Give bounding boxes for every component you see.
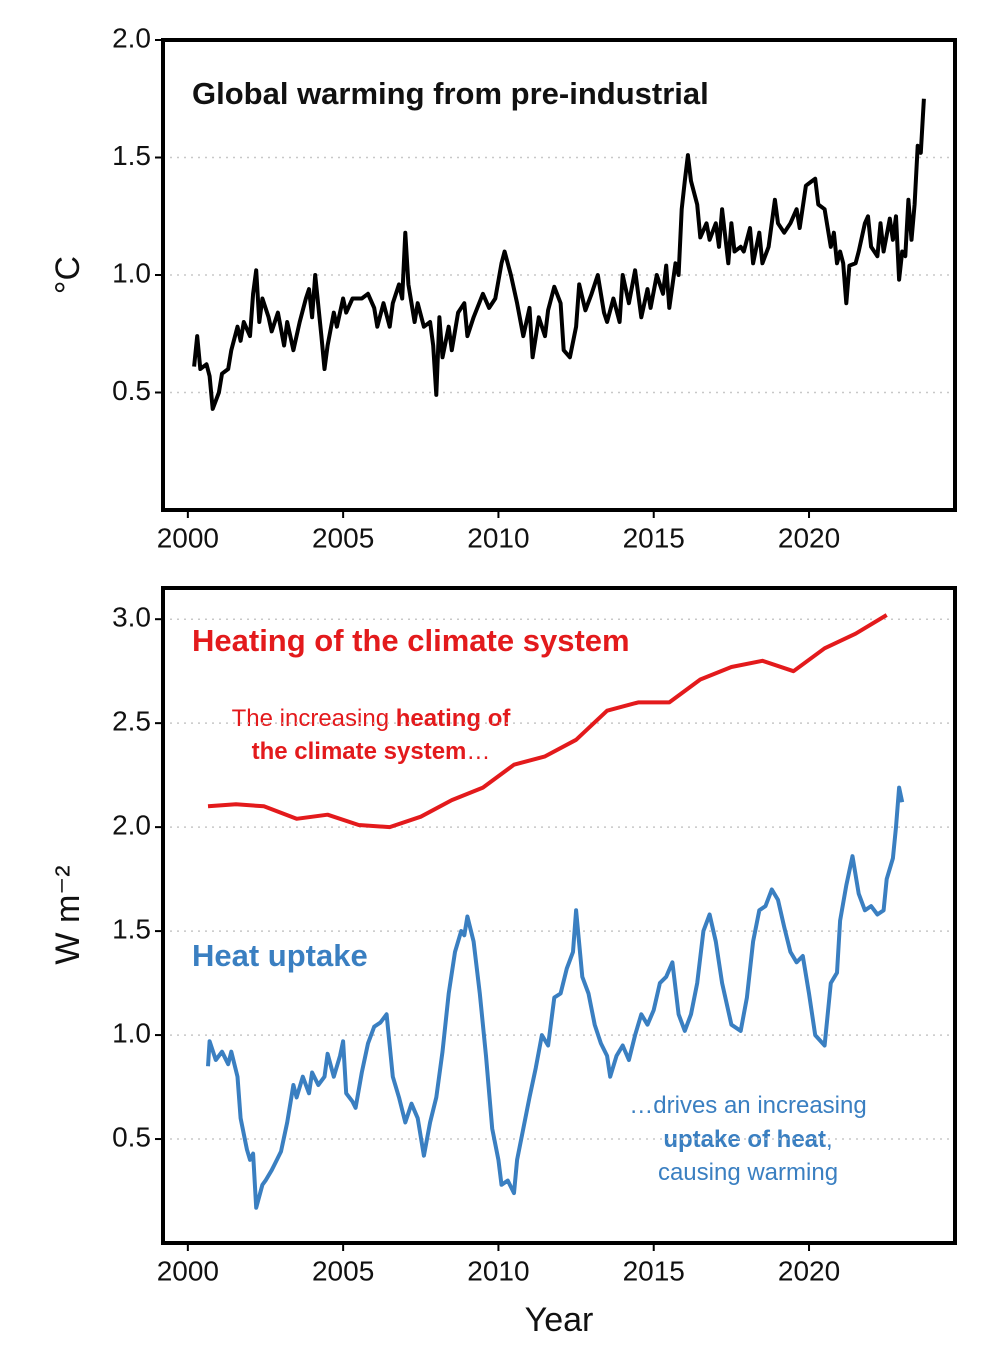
annotation-text: uptake of heat — [663, 1126, 826, 1153]
x-tick-label: 2000 — [157, 522, 219, 553]
series-line — [192, 98, 926, 411]
annotation: uptake of heat, — [663, 1126, 832, 1153]
y-tick-label: 0.5 — [112, 375, 151, 406]
y-tick-label: 1.5 — [112, 140, 151, 171]
annotation: …drives an increasing — [629, 1092, 866, 1119]
y-tick-label: 1.5 — [112, 913, 151, 944]
y-axis-label: °C — [49, 256, 87, 294]
annotation-text: … — [466, 738, 490, 765]
x-axis-label: Year — [525, 1301, 594, 1339]
y-axis-label: W m⁻² — [49, 865, 87, 964]
annotation-text: the climate system — [252, 738, 467, 765]
y-tick-label: 1.0 — [112, 257, 151, 288]
series-label: Heat uptake — [192, 938, 368, 973]
x-tick-label: 2005 — [312, 522, 374, 553]
annotation-text: , — [826, 1126, 833, 1153]
annotation-text: heating of — [396, 705, 512, 732]
series-label: Heating of the climate system — [192, 623, 630, 658]
plot-frame — [161, 38, 957, 512]
y-tick-label: 2.0 — [112, 22, 151, 53]
y-tick-label: 3.0 — [112, 602, 151, 633]
annotation-text: The increasing — [232, 705, 396, 732]
annotation-text: …drives an increasing — [629, 1092, 866, 1119]
annotation: the climate system… — [252, 738, 491, 765]
annotation: causing warming — [658, 1159, 838, 1186]
series-line — [206, 785, 905, 1210]
y-tick-label: 1.0 — [112, 1017, 151, 1048]
y-tick-label: 2.5 — [112, 706, 151, 737]
y-tick-label: 2.0 — [112, 810, 151, 841]
annotation-text: causing warming — [658, 1159, 838, 1186]
chart-title: Global warming from pre-industrial — [192, 76, 709, 111]
x-tick-label: 2020 — [778, 522, 840, 553]
series-line — [207, 613, 888, 830]
x-tick-label: 2005 — [312, 1255, 374, 1286]
annotation: The increasing heating of — [232, 705, 512, 732]
x-tick-label: 2000 — [157, 1255, 219, 1286]
x-tick-label: 2010 — [467, 1255, 529, 1286]
plot-frame — [161, 586, 957, 1245]
x-tick-label: 2015 — [623, 522, 685, 553]
y-tick-label: 0.5 — [112, 1121, 151, 1152]
x-tick-label: 2020 — [778, 1255, 840, 1286]
x-tick-label: 2010 — [467, 522, 529, 553]
x-tick-label: 2015 — [623, 1255, 685, 1286]
